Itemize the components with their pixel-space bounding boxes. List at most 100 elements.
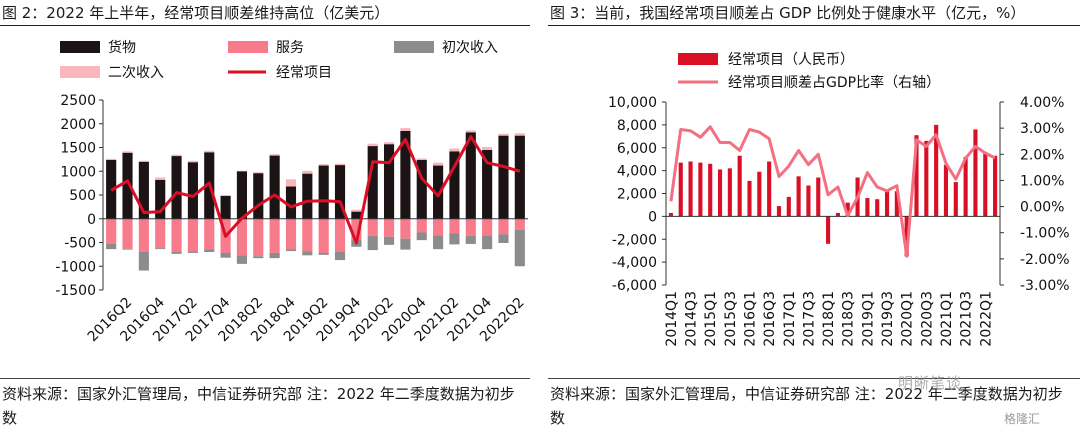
bar xyxy=(826,216,831,244)
bar-segment xyxy=(122,248,133,250)
bar-segment xyxy=(416,159,427,219)
bar-segment xyxy=(269,218,280,253)
y2-tick-label: -1.00% xyxy=(1020,226,1070,242)
bar-segment xyxy=(449,151,460,219)
bar-segment xyxy=(106,243,117,250)
x-tick-label: 2019Q1 xyxy=(860,291,876,347)
y-tick-label: 1000 xyxy=(60,164,96,180)
bar-segment xyxy=(498,218,509,235)
bar xyxy=(747,180,752,217)
bar-segment xyxy=(465,130,476,133)
bar xyxy=(727,168,732,217)
y-tick-label: 2,000 xyxy=(617,187,657,203)
bar-segment xyxy=(318,165,329,219)
left-title-rule xyxy=(0,25,530,26)
bar xyxy=(796,176,801,217)
bar-segment xyxy=(482,147,493,150)
y-tick-label: 1500 xyxy=(60,141,96,157)
x-tick-label: 2021Q3 xyxy=(959,291,975,347)
bar-segment xyxy=(302,170,313,174)
bar-segment xyxy=(318,252,329,255)
bar-segment xyxy=(465,235,476,244)
y-tick-label: 2500 xyxy=(60,93,96,109)
y-tick-label: 10,000 xyxy=(608,95,657,111)
bar xyxy=(806,185,811,217)
bar-segment xyxy=(334,165,346,219)
bar-segment xyxy=(302,218,313,252)
bar xyxy=(963,156,968,217)
legend-label: 二次收入 xyxy=(108,65,164,81)
bar-segment xyxy=(302,251,313,256)
bar-segment xyxy=(187,160,198,163)
bar-segment xyxy=(334,252,346,261)
right-chart-panel: 图 3：当前，我国经常项目顺差占 GDP 比例处于健康水平（亿元，%） 经常项目… xyxy=(548,0,1080,437)
bar-segment xyxy=(155,218,166,249)
bar-segment xyxy=(433,162,444,166)
bar-segment xyxy=(302,173,313,219)
x-tick-label: 2020Q3 xyxy=(919,291,935,347)
y2-tick-label: -3.00% xyxy=(1020,278,1070,294)
x-tick-label: 2018Q1 xyxy=(821,291,837,347)
bar xyxy=(924,140,929,217)
bar xyxy=(737,155,742,217)
bar-segment xyxy=(351,218,362,240)
bar-segment xyxy=(285,179,297,187)
y-tick-label: -500 xyxy=(64,236,96,252)
watermark-text: 明晰笔谈 xyxy=(898,374,963,392)
bar-segment xyxy=(122,151,133,153)
bar-segment xyxy=(482,149,493,219)
y-tick-label: -2,000 xyxy=(612,232,657,248)
bar-segment xyxy=(122,218,133,249)
left-chart-panel: 图 2：2022 年上半年，经常项目顺差维持高位（亿美元） 货物 服务 初次收入 二次… xyxy=(0,0,530,437)
bar-segment xyxy=(285,186,297,219)
bar-segment xyxy=(138,252,149,271)
legend-label: 经常项目顺差占GDP比率（右轴） xyxy=(728,74,940,91)
bar xyxy=(943,164,949,217)
bar xyxy=(668,212,673,217)
bar xyxy=(767,161,772,217)
bar-segment xyxy=(138,218,149,252)
bar-segment xyxy=(400,128,411,131)
bar xyxy=(934,124,939,217)
left-chart-title: 图 2：2022 年上半年，经常项目顺差维持高位（亿美元） xyxy=(2,4,390,22)
y-tick-label: 0 xyxy=(87,212,96,228)
x-tick-label: 2018Q3 xyxy=(841,291,857,347)
right-source-note: 资料来源：国家外汇管理局，中信证券研究部 注：2022 年二季度数据为初步数 xyxy=(550,385,1063,427)
bar xyxy=(894,191,899,217)
bar-segment xyxy=(514,133,525,136)
y-tick-label: -4,000 xyxy=(612,255,657,271)
bar-segment xyxy=(204,150,215,153)
legend-label: 经常项目（人民币） xyxy=(728,52,854,68)
y2-tick-label: 0.00% xyxy=(1020,200,1064,216)
bar-segment xyxy=(253,218,264,257)
bar-segment xyxy=(400,218,411,239)
bar-segment xyxy=(285,218,297,250)
bar-segment xyxy=(318,164,329,166)
bar-segment xyxy=(220,252,231,258)
bar-segment xyxy=(138,161,149,219)
bar-segment xyxy=(220,195,231,219)
bar-segment xyxy=(383,218,395,237)
bar-segment xyxy=(400,238,411,250)
bar-segment xyxy=(236,171,248,219)
bar-segment xyxy=(449,218,460,234)
bar-segment xyxy=(514,135,525,219)
gdp-ratio-line xyxy=(669,125,996,258)
y-tick-label: 500 xyxy=(69,188,96,204)
y-tick-label: 6,000 xyxy=(617,141,657,157)
bar-segment xyxy=(236,170,248,172)
bar-segment xyxy=(351,209,362,212)
y2-tick-label: 4.00% xyxy=(1020,95,1064,111)
bar-segment xyxy=(367,143,378,147)
bar-segment xyxy=(498,133,509,136)
bar xyxy=(757,171,762,217)
bar-segment xyxy=(334,218,346,252)
y-tick-label: 8,000 xyxy=(617,118,657,134)
bar-segment xyxy=(269,154,280,156)
bar-segment xyxy=(155,248,166,250)
bar-segment xyxy=(367,218,378,236)
bar-segment xyxy=(383,142,395,145)
y2-tick-label: 2.00% xyxy=(1020,147,1064,163)
y2-tick-label: -2.00% xyxy=(1020,252,1070,268)
bar xyxy=(717,169,723,217)
